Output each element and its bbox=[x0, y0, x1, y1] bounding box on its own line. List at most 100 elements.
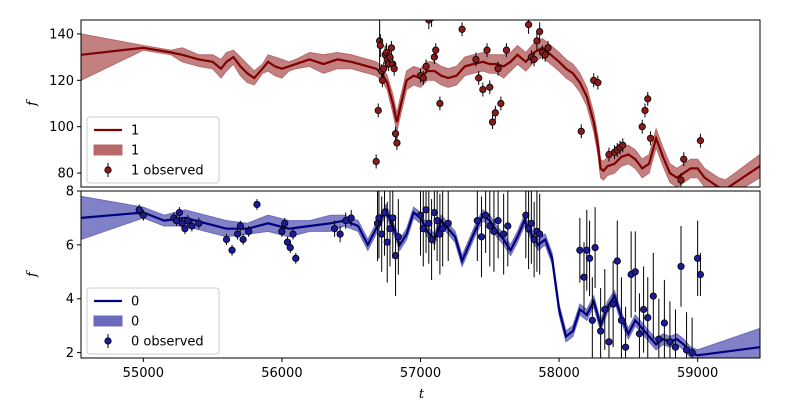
observed-point bbox=[583, 246, 591, 254]
observed-point bbox=[644, 95, 652, 103]
observed-point bbox=[427, 235, 436, 244]
observed-point bbox=[239, 235, 247, 244]
observed-point bbox=[580, 273, 588, 281]
observed-point bbox=[500, 230, 508, 238]
observed-point bbox=[430, 53, 438, 61]
observed-point bbox=[644, 313, 652, 322]
y-axis-label: f bbox=[25, 270, 40, 278]
legend-point-swatch bbox=[104, 166, 112, 174]
y-axis-label: f bbox=[25, 99, 40, 107]
observed-point bbox=[677, 176, 685, 184]
observed-point bbox=[458, 25, 466, 33]
observed-point bbox=[228, 246, 236, 254]
observed-point bbox=[631, 268, 639, 276]
observed-point bbox=[660, 319, 668, 327]
observed-point bbox=[195, 219, 203, 227]
observed-point bbox=[638, 123, 646, 131]
top-panel: 80 100 120 140 f 1 1 1 observed bbox=[25, 19, 761, 188]
observed-point bbox=[680, 155, 688, 163]
observed-point bbox=[522, 211, 530, 219]
legend-box bbox=[86, 287, 220, 355]
observed-point bbox=[619, 141, 627, 149]
observed-point bbox=[475, 74, 483, 82]
observed-point bbox=[292, 254, 300, 262]
observed-point bbox=[383, 238, 391, 246]
observed-point bbox=[688, 349, 696, 357]
observed-point bbox=[245, 227, 253, 236]
legend-entry: 0 bbox=[131, 315, 139, 330]
observed-point bbox=[444, 219, 452, 227]
observed-point bbox=[494, 65, 502, 73]
observed-point bbox=[425, 219, 433, 227]
observed-point bbox=[416, 211, 425, 219]
observed-point bbox=[372, 157, 380, 166]
observed-point bbox=[530, 55, 538, 64]
x-tick-label: 58000 bbox=[538, 366, 579, 381]
observed-point bbox=[486, 222, 494, 230]
observed-point bbox=[613, 257, 621, 265]
observed-point bbox=[387, 44, 395, 52]
observed-point bbox=[524, 21, 533, 29]
legend-band-swatch bbox=[93, 315, 123, 327]
y-tick-label: 2 bbox=[66, 346, 74, 361]
observed-point bbox=[281, 219, 289, 227]
observed-point bbox=[188, 222, 196, 230]
observed-point bbox=[666, 338, 674, 346]
observed-point bbox=[544, 44, 552, 52]
observed-point bbox=[601, 305, 609, 314]
observed-point bbox=[588, 316, 596, 324]
legend-band-swatch bbox=[93, 144, 123, 156]
y-tick-label: 120 bbox=[49, 74, 74, 89]
observed-point bbox=[576, 246, 584, 254]
observed-point bbox=[347, 214, 355, 222]
bottom-panel: 2 4 6 8 f 55000 56000 57000 58000 59000 t 0 0 0 obser… bbox=[25, 185, 761, 400]
observed-point bbox=[655, 335, 663, 343]
x-tick-label: 57000 bbox=[400, 366, 441, 381]
observed-point bbox=[378, 76, 386, 84]
observed-point bbox=[472, 55, 480, 64]
observed-point bbox=[502, 46, 511, 54]
observed-point bbox=[536, 27, 544, 36]
observed-point bbox=[536, 230, 544, 238]
observed-point bbox=[139, 211, 147, 219]
observed-point bbox=[694, 254, 702, 262]
observed-point bbox=[491, 109, 499, 117]
observed-point bbox=[430, 208, 438, 217]
observed-point bbox=[479, 85, 487, 94]
observed-point bbox=[419, 225, 427, 233]
observed-point bbox=[253, 200, 261, 209]
observed-point bbox=[386, 225, 394, 233]
observed-point bbox=[541, 51, 549, 59]
legend-entry: 1 bbox=[131, 124, 139, 139]
observed-point bbox=[696, 137, 705, 145]
observed-point bbox=[639, 305, 648, 314]
observed-point bbox=[486, 83, 494, 91]
observed-point bbox=[376, 41, 384, 50]
legend-box bbox=[86, 116, 220, 184]
observed-point bbox=[380, 208, 389, 217]
y-tick-label: 8 bbox=[66, 185, 74, 200]
x-axis-label: t bbox=[419, 387, 425, 400]
observed-point bbox=[594, 79, 602, 87]
observed-point bbox=[677, 262, 685, 271]
observed-point bbox=[394, 233, 402, 241]
observed-point bbox=[585, 254, 594, 262]
observed-point bbox=[649, 292, 657, 300]
y-tick-label: 100 bbox=[49, 120, 74, 135]
observed-point bbox=[621, 343, 630, 351]
plot-area bbox=[81, 191, 760, 358]
observed-point bbox=[488, 118, 497, 126]
y-tick-label: 4 bbox=[66, 292, 74, 307]
observed-point bbox=[504, 222, 512, 230]
observed-point bbox=[390, 65, 398, 73]
legend-entry: 0 bbox=[131, 295, 139, 310]
legend-entry: 0 observed bbox=[131, 335, 204, 350]
observed-point bbox=[380, 65, 388, 73]
observed-point bbox=[591, 243, 599, 252]
observed-point bbox=[181, 225, 189, 233]
observed-point bbox=[233, 230, 242, 238]
observed-point bbox=[175, 208, 183, 217]
observed-point bbox=[374, 106, 382, 115]
observed-point bbox=[671, 343, 680, 351]
